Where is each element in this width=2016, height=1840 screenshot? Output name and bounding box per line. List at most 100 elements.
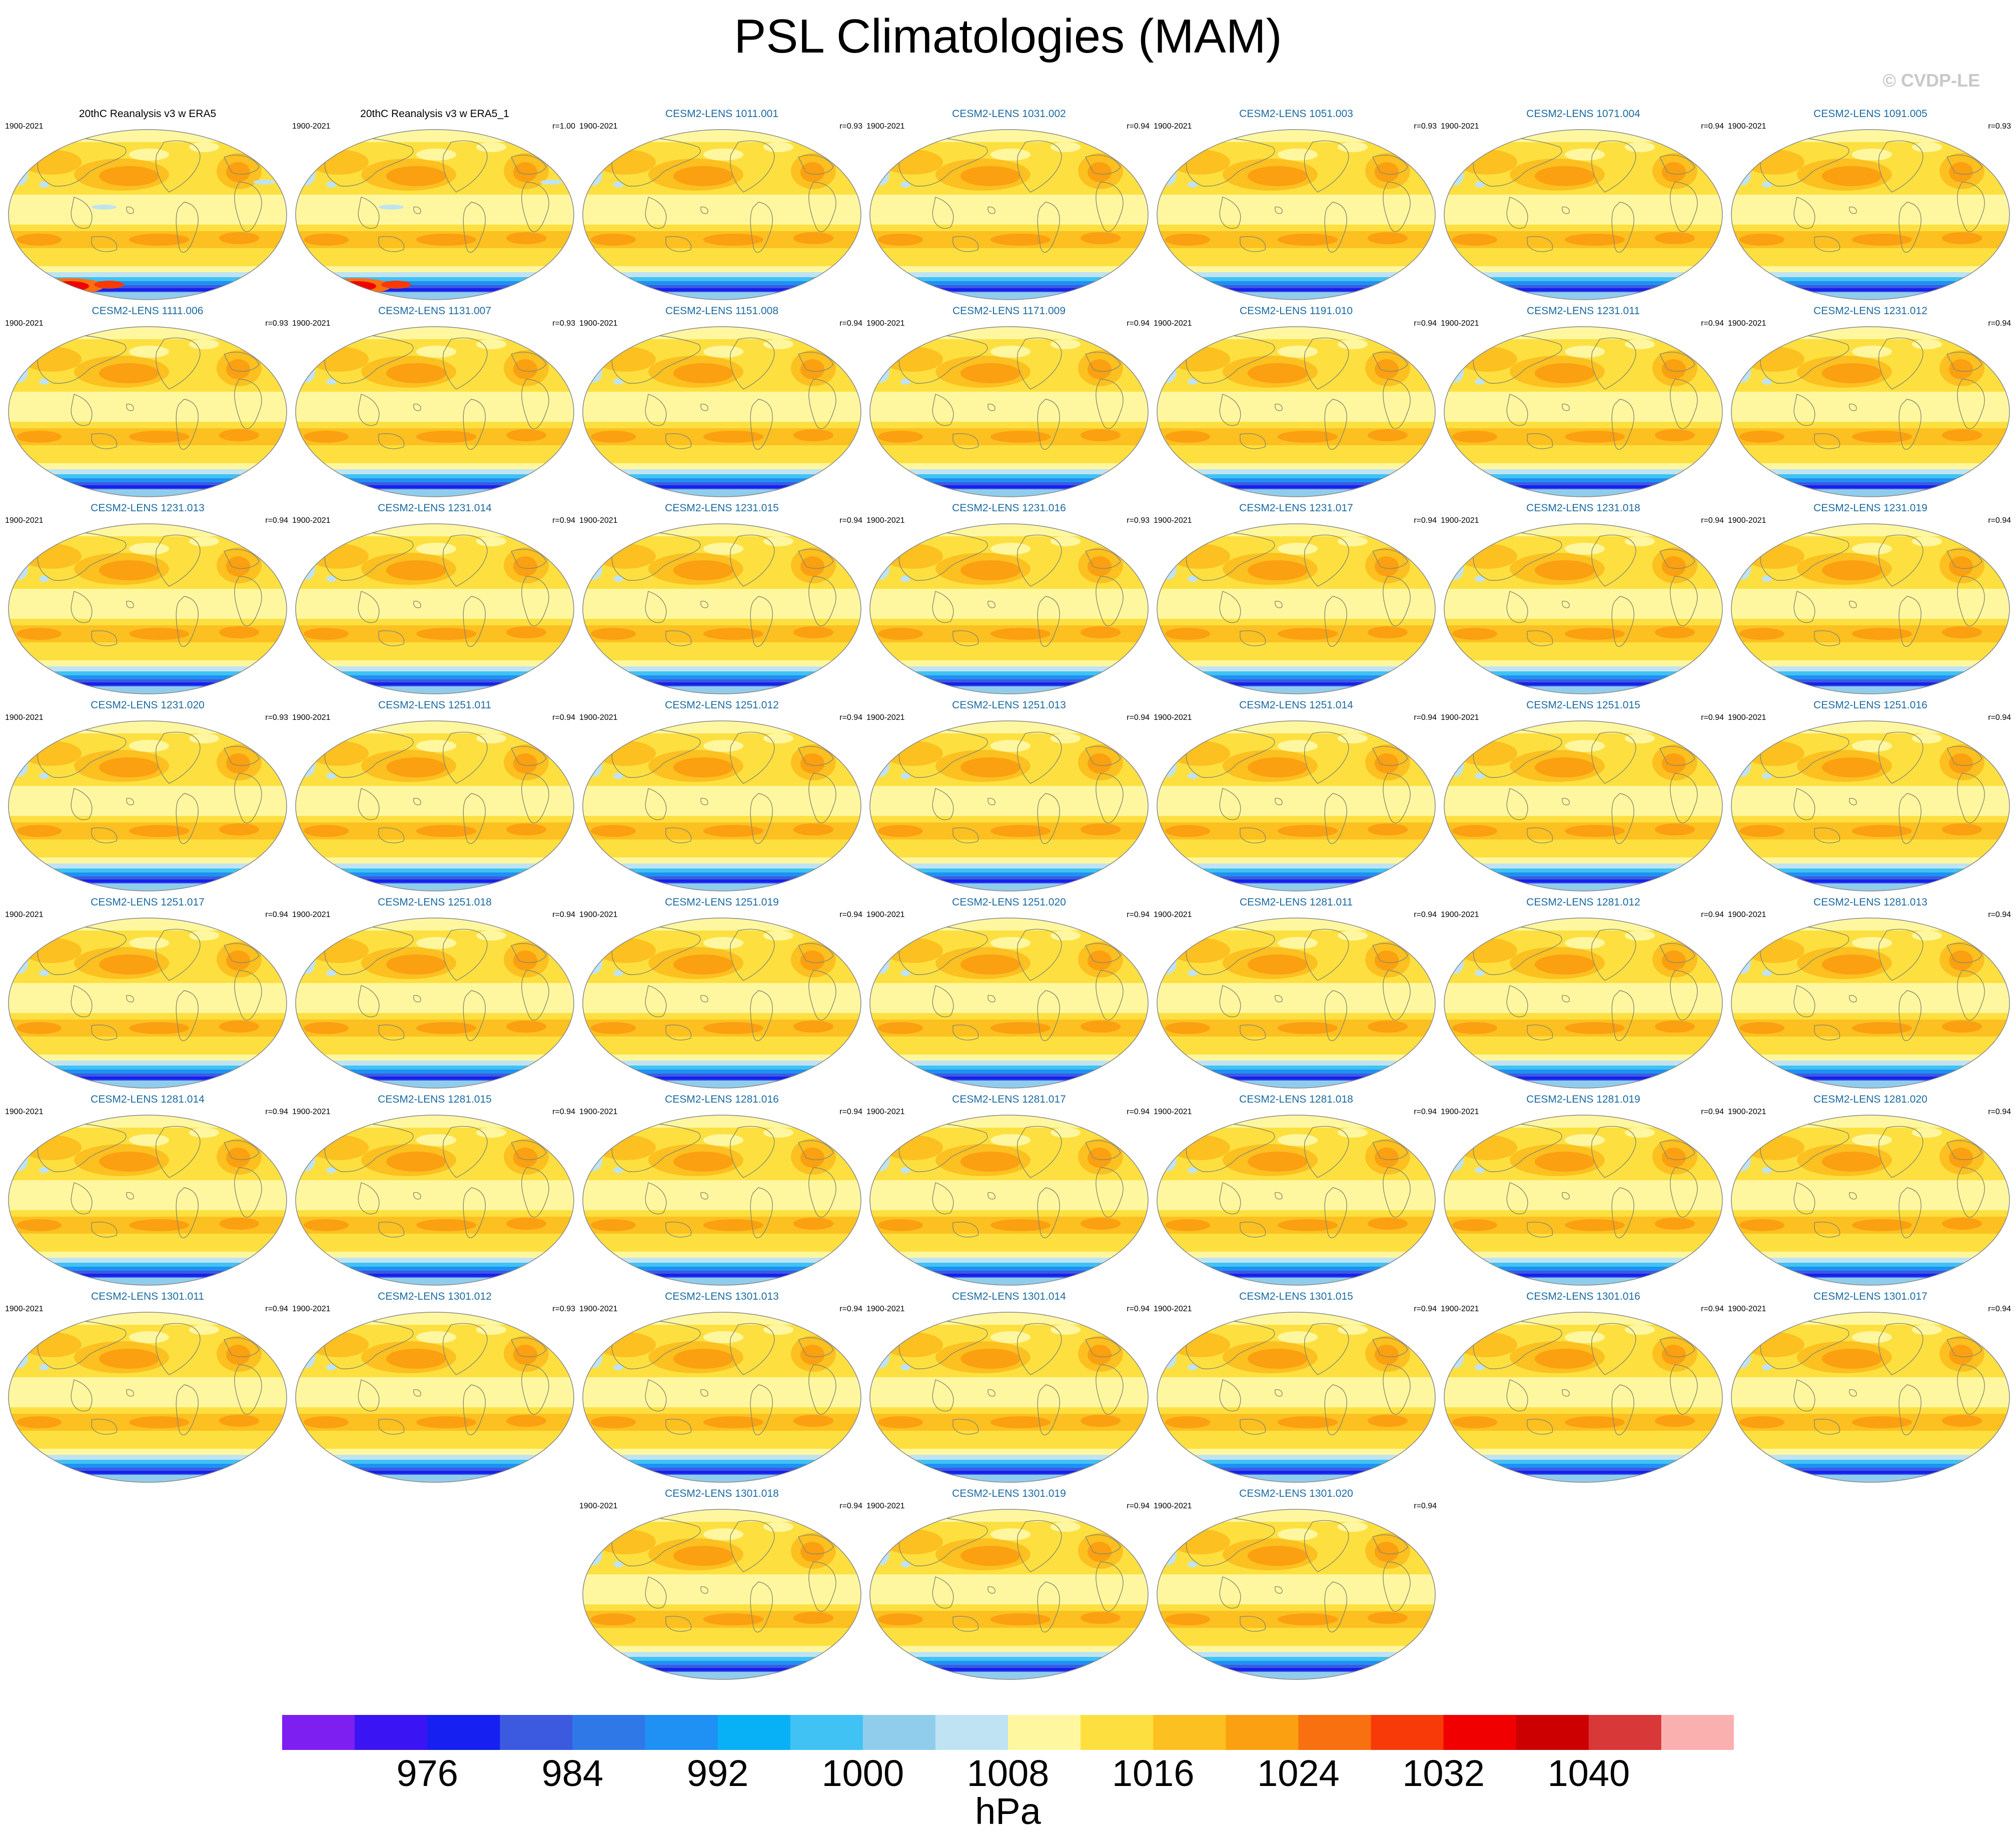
equatorial-band <box>9 786 287 816</box>
coastline <box>34 530 127 581</box>
icelandic-low <box>763 1128 793 1138</box>
southern-transition-band <box>1157 1449 1435 1455</box>
south-pacific-high <box>1278 1416 1338 1428</box>
antarctic-band <box>870 686 1148 694</box>
south-pacific-high <box>703 1416 763 1428</box>
coastline <box>1304 929 1349 981</box>
coastline <box>443 534 488 587</box>
psl-map <box>1444 917 1723 1089</box>
panel-title: CESM2-LENS 1251.015 <box>1526 699 1640 711</box>
coastline <box>1878 731 1923 784</box>
azores-high-core <box>226 1345 250 1365</box>
coastline <box>321 1122 414 1172</box>
antarctic-band <box>1157 883 1435 891</box>
southern-ocean-band-2 <box>9 474 287 478</box>
coastline <box>126 1389 134 1397</box>
coastline <box>1017 929 1062 981</box>
coastline <box>378 1025 405 1041</box>
southern-ocean-band-2 <box>583 474 861 478</box>
north-pacific-high-core <box>1535 560 1595 580</box>
coastline <box>1527 1419 1553 1435</box>
southern-transition-band <box>870 660 1148 666</box>
icelandic-low <box>189 339 219 349</box>
southern-midlat-band <box>870 849 1148 857</box>
coastline <box>1096 1364 1124 1415</box>
map-panel: 20thC Reanalysis v3 w ERA5 1900-2021 <box>4 108 291 303</box>
coastline <box>521 773 549 823</box>
indian-ocean-high <box>1739 1416 1784 1428</box>
colorbar-swatch <box>355 1715 428 1750</box>
south-pacific-high <box>703 234 763 246</box>
southern-ocean-trough <box>1731 1077 2009 1080</box>
coastline <box>1946 1140 1982 1160</box>
coastline <box>91 1025 118 1041</box>
indian-low <box>1475 773 1485 779</box>
panel-period: 1900-2021 <box>1728 1108 1766 1116</box>
coastline <box>987 600 995 608</box>
south-atlantic-high <box>506 1415 546 1427</box>
map-border <box>1444 1312 1723 1483</box>
map-border <box>1731 720 2010 891</box>
indian-low <box>1475 576 1485 582</box>
map-panel: CESM2-LENS 1281.011 1900-2021 r=0.94 <box>1153 896 1440 1092</box>
panel-correlation: r=0.93 <box>1127 516 1150 525</box>
southern-ocean-trough <box>870 682 1148 685</box>
southern-ocean-band-1 <box>296 863 574 868</box>
north-pacific-high-core <box>1822 1152 1882 1172</box>
psl-map <box>8 917 287 1089</box>
equatorial-band <box>583 195 861 225</box>
north-pacific-high-core <box>99 1152 159 1172</box>
map-border <box>582 129 861 300</box>
southern-ocean-band-1 <box>1157 863 1435 868</box>
aleutian-low <box>1278 1331 1318 1343</box>
south-atlantic-high <box>793 232 833 244</box>
coastline <box>443 731 488 784</box>
coastline <box>1037 1187 1060 1239</box>
southern-ocean-band-1 <box>1444 469 1722 474</box>
icelandic-low <box>1912 142 1942 152</box>
coastline <box>665 236 692 252</box>
coastline <box>1017 731 1062 784</box>
aleutian-low <box>1565 937 1605 949</box>
coastline <box>511 746 547 766</box>
southern-midlat-band <box>1731 1244 2009 1252</box>
map-panel: CESM2-LENS 1301.019 1900-2021 r=0.94 <box>865 1488 1153 1683</box>
antarctic-band <box>1157 1672 1435 1679</box>
coastline <box>1814 433 1840 449</box>
psl-map <box>1157 523 1436 694</box>
map-border <box>1731 326 2010 497</box>
map-panel: CESM2-LENS 1231.012 1900-2021 r=0.94 <box>1727 305 2014 500</box>
map-panel: CESM2-LENS 1251.017 1900-2021 r=0.94 <box>4 896 291 1092</box>
indian-ocean-high <box>591 1613 636 1625</box>
aleutian-low <box>703 740 743 752</box>
panel-period: 1900-2021 <box>1154 910 1192 919</box>
aleutian-low <box>416 149 456 161</box>
southern-ocean-band-2 <box>870 671 1148 675</box>
southern-ocean-trough <box>296 1274 574 1277</box>
south-atlantic-high <box>506 1218 546 1230</box>
coastline <box>932 197 954 229</box>
southern-ocean-band-2 <box>583 671 861 675</box>
south-atlantic-high <box>1368 1415 1408 1427</box>
indian-ocean-high <box>1739 628 1784 640</box>
icelandic-low <box>189 1325 219 1335</box>
south-pacific-high <box>129 628 189 640</box>
north-pacific-high-core <box>386 955 446 975</box>
coastline <box>234 970 262 1021</box>
coastline <box>1670 1364 1698 1415</box>
coastline <box>1275 995 1283 1003</box>
southern-ocean-band-3 <box>9 1267 287 1271</box>
indian-low <box>900 1364 910 1370</box>
coastline <box>1670 1167 1698 1218</box>
indian-ocean-high <box>1165 1022 1210 1034</box>
coastline <box>1957 182 1985 232</box>
coastline <box>1849 206 1857 214</box>
panel-title: CESM2-LENS 1231.015 <box>665 502 779 514</box>
psl-map <box>1731 1312 2010 1483</box>
coastline <box>1304 731 1349 784</box>
antarctic-band <box>9 1475 287 1482</box>
southern-ocean-band-2 <box>1731 1460 2009 1464</box>
map-panel: CESM2-LENS 1091.005 1900-2021 r=0.93 <box>1727 108 2014 303</box>
icelandic-low <box>1051 1128 1081 1138</box>
panel-correlation: r=0.94 <box>552 516 575 525</box>
